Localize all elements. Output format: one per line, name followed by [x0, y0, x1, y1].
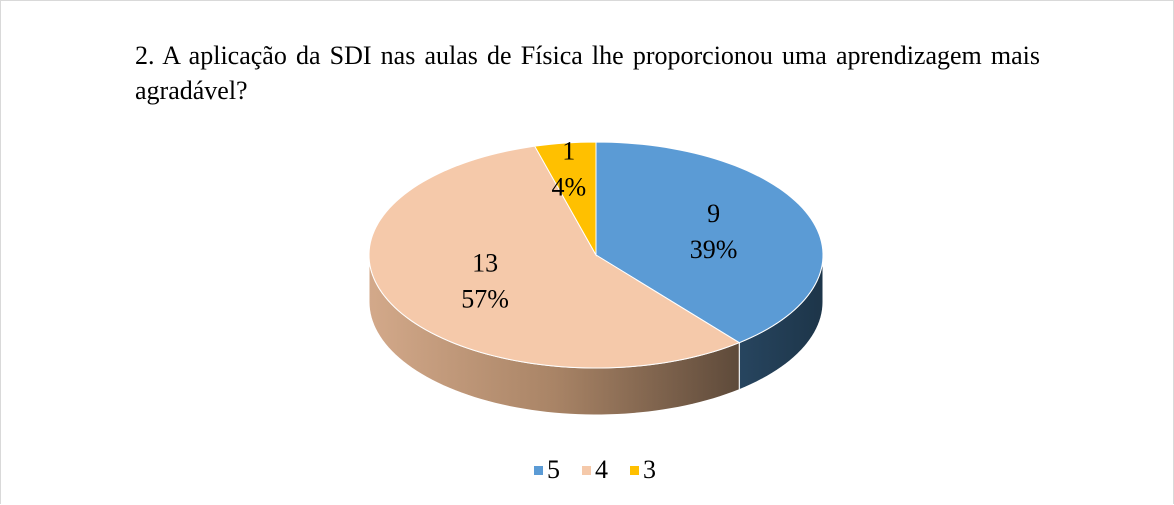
legend-swatch: [582, 466, 591, 475]
data-label: 1: [562, 136, 575, 165]
legend-swatch: [630, 466, 639, 475]
legend-swatch: [534, 466, 543, 475]
slice: [533, 141, 597, 257]
legend-label: 5: [547, 455, 560, 484]
chart-title: 2. A aplicação da SDI nas aulas de Físic…: [135, 41, 1040, 105]
data-label: 13: [472, 249, 498, 278]
legend-label: 3: [643, 455, 656, 484]
slice: [368, 145, 741, 369]
legend-label: 4: [595, 455, 608, 484]
percent-label: 4%: [551, 172, 586, 201]
data-label: 9: [707, 199, 720, 228]
slice: [595, 141, 824, 344]
percent-label: 57%: [461, 285, 509, 314]
percent-label: 39%: [690, 235, 738, 264]
